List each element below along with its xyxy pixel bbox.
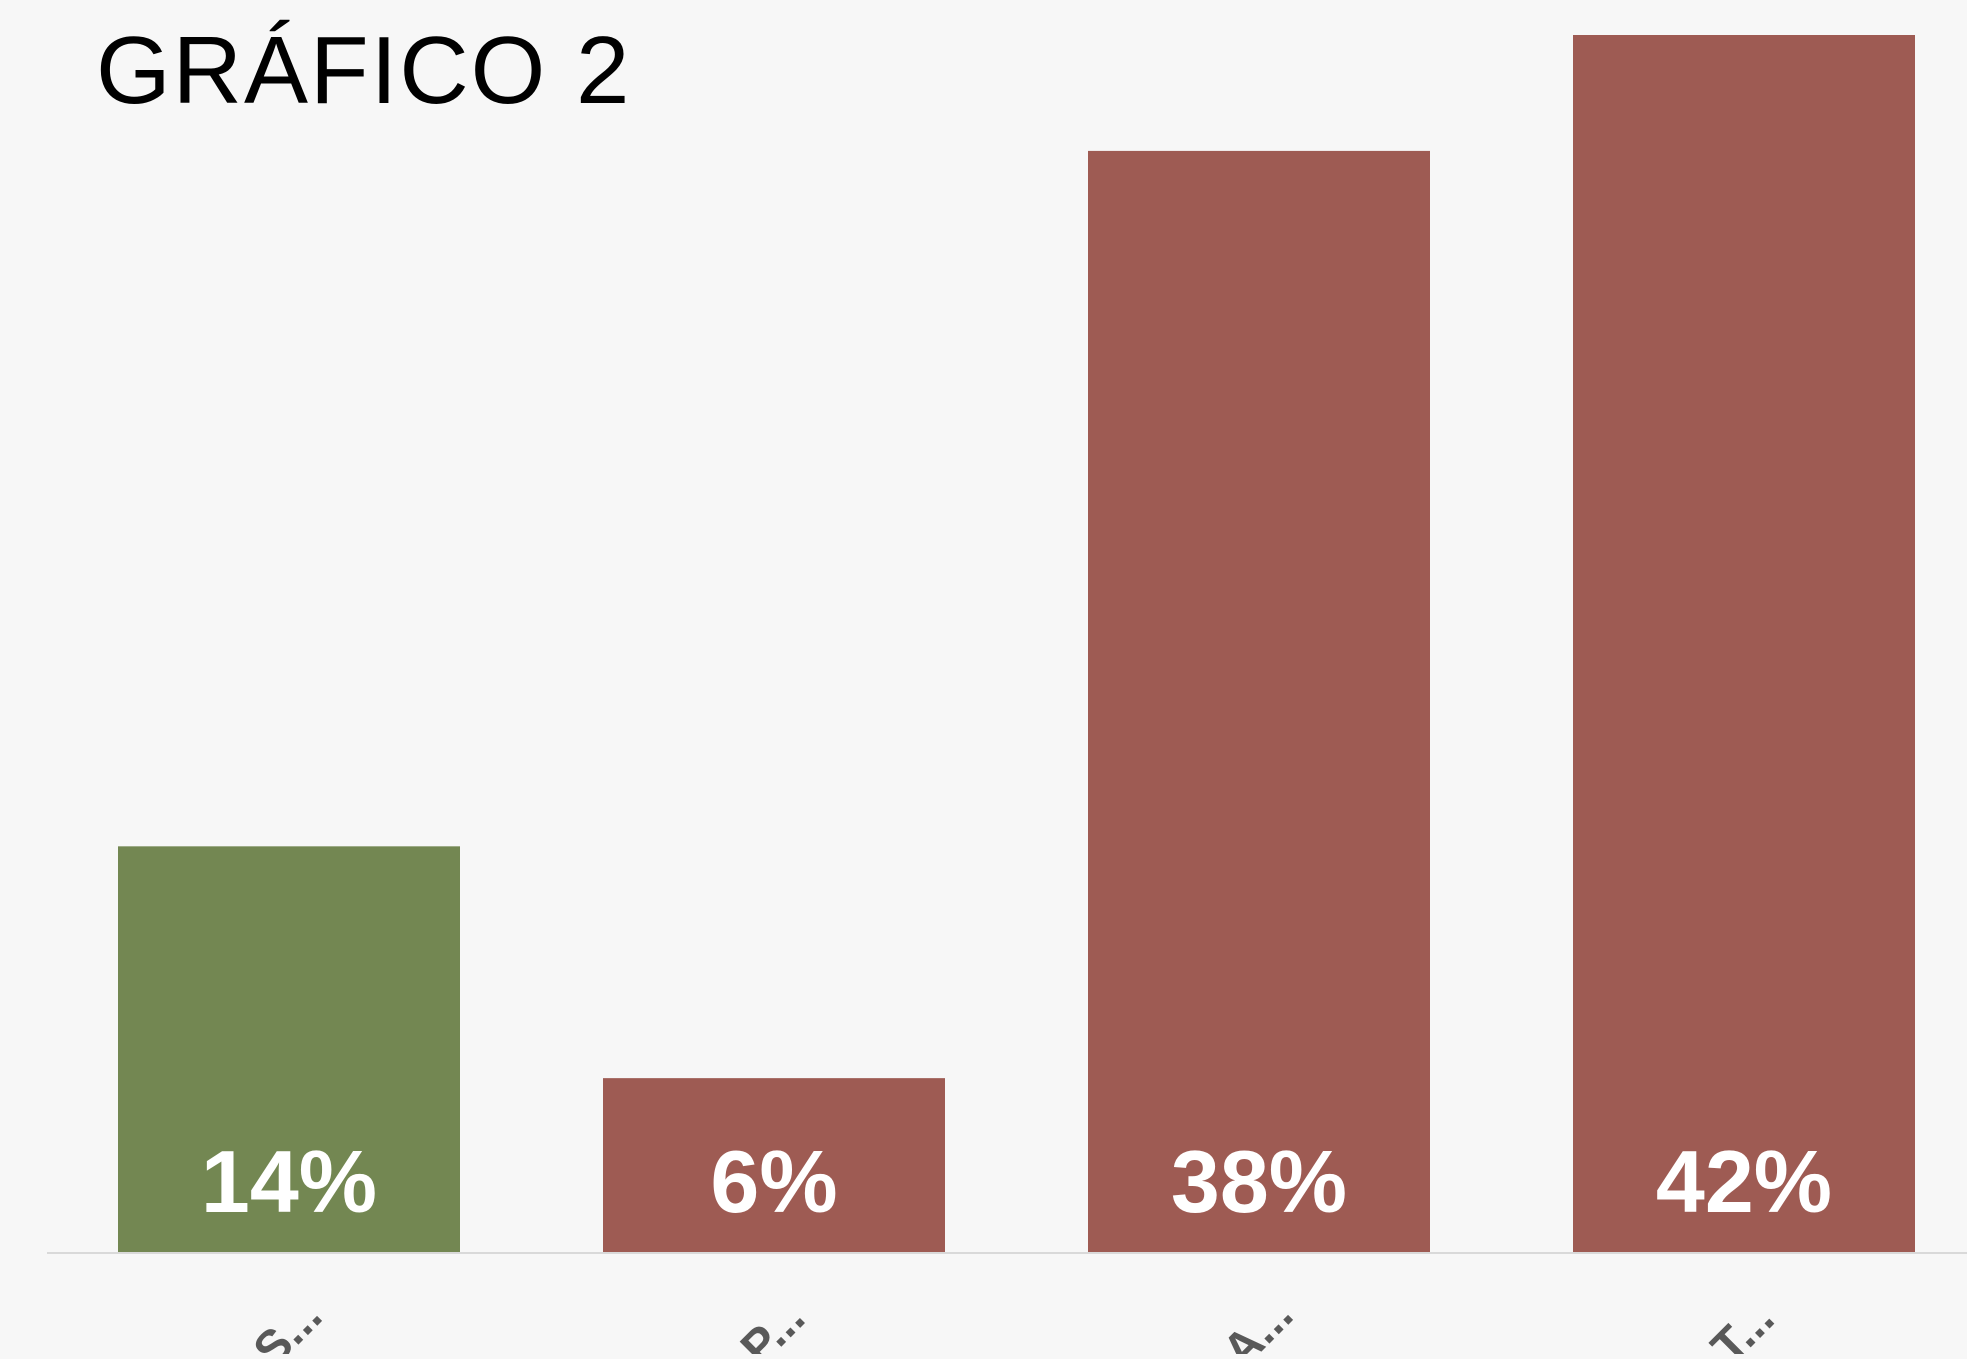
data-label-2: 6% bbox=[710, 1132, 837, 1231]
x-tick-label-1: S... bbox=[244, 1289, 332, 1354]
bar-1 bbox=[118, 846, 460, 1252]
x-tick-label-3: A... bbox=[1213, 1288, 1303, 1354]
data-label-4: 42% bbox=[1656, 1132, 1832, 1231]
bar-4 bbox=[1573, 35, 1915, 1252]
bar-3 bbox=[1088, 150, 1430, 1252]
data-label-1: 14% bbox=[201, 1132, 377, 1231]
x-tick-label-2: P... bbox=[731, 1291, 815, 1354]
x-tick-label-4: T... bbox=[1702, 1292, 1785, 1354]
chart-title: GRÁFICO 2 bbox=[96, 17, 632, 124]
data-label-3: 38% bbox=[1171, 1132, 1347, 1231]
bar-2 bbox=[603, 1078, 945, 1252]
